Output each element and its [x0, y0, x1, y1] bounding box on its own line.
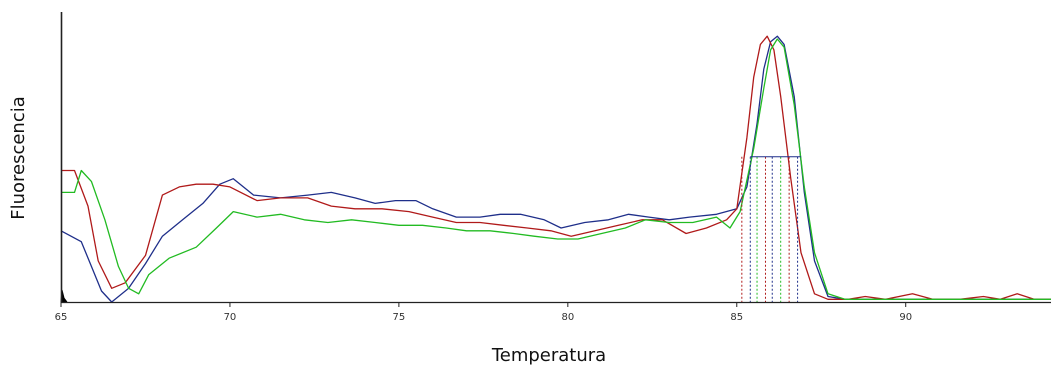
x-tick-label: 65 — [55, 312, 68, 323]
x-tick-label: 80 — [561, 312, 574, 323]
series-line-2 — [61, 38, 1051, 300]
x-tick-label: 85 — [730, 312, 743, 323]
series-line-0 — [60, 35, 1051, 303]
x-tick-label: 90 — [899, 312, 912, 323]
x-tick-layer: 65 70 75 80 85 90 — [55, 302, 912, 323]
x-axis-title: Temperatura — [491, 345, 606, 366]
x-tick-label: 75 — [393, 312, 406, 323]
peak-marker-layer — [60, 156, 801, 303]
y-axis-title: Fluorescencia — [8, 96, 29, 220]
x-tick-label: 70 — [224, 312, 237, 323]
series-layer — [60, 35, 1051, 303]
series-line-1 — [61, 35, 1051, 300]
